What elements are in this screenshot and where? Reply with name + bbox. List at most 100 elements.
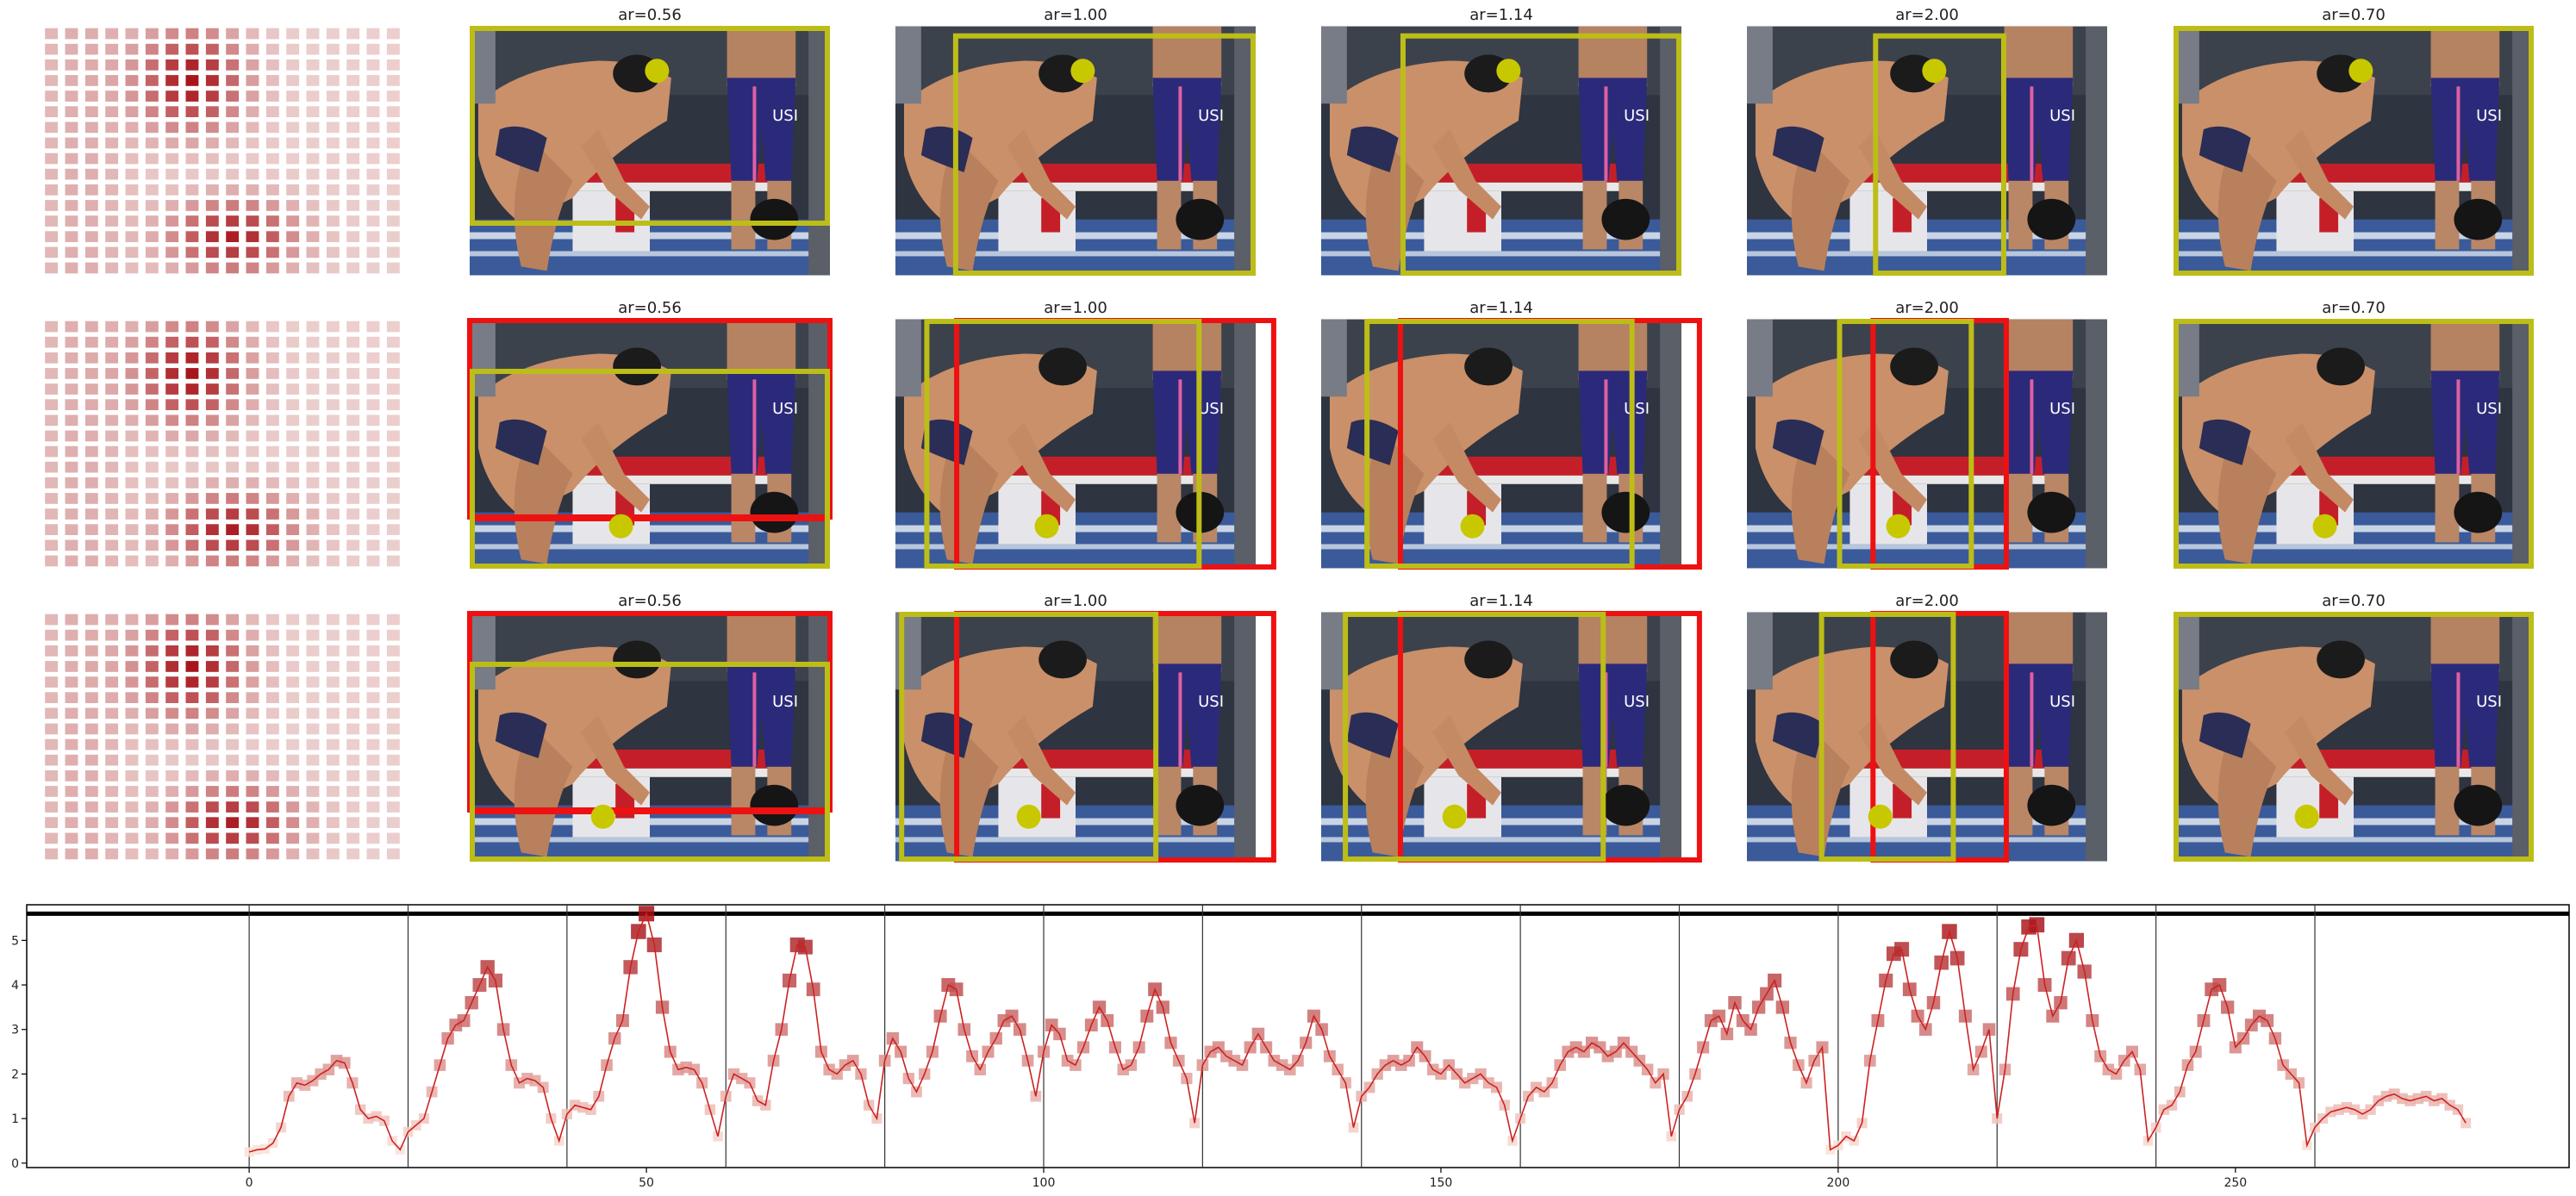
heatmap-cell bbox=[185, 832, 199, 844]
heatmap-cell bbox=[65, 786, 78, 797]
heatmap-cell bbox=[326, 555, 340, 567]
heatmap-cell bbox=[185, 738, 199, 751]
keypoint-dot bbox=[1886, 514, 1911, 539]
heatmap-cell bbox=[65, 321, 78, 333]
heatmap-cell bbox=[65, 430, 78, 442]
heatmap-cell bbox=[346, 352, 360, 364]
heatmap bbox=[45, 321, 400, 567]
heatmap-cell bbox=[185, 231, 199, 242]
heatmap-cell bbox=[65, 801, 78, 813]
heatmap-cell bbox=[105, 59, 119, 71]
heatmap-cell bbox=[65, 90, 78, 102]
heatmap-cell bbox=[346, 75, 360, 86]
heatmap-cell bbox=[265, 414, 279, 427]
heatmap-cell bbox=[366, 770, 380, 782]
heatmap-cell bbox=[286, 321, 300, 333]
photo-panel: ar=1.00 USI bbox=[895, 6, 1256, 276]
heatmap-cell bbox=[286, 508, 300, 520]
heatmap-cell bbox=[346, 121, 360, 134]
heatmap-cell bbox=[265, 28, 279, 40]
heatmap-cell bbox=[286, 28, 300, 40]
heatmap-cell bbox=[306, 121, 320, 134]
heatmap-cell bbox=[205, 137, 219, 149]
heatmap-cell bbox=[105, 90, 119, 102]
heatmap-cell bbox=[306, 430, 320, 442]
heatmap bbox=[45, 614, 400, 860]
heatmap-cell bbox=[145, 461, 159, 473]
heatmap-cell bbox=[246, 738, 259, 751]
heatmap-cell bbox=[265, 137, 279, 149]
heatmap-cell bbox=[105, 770, 119, 782]
heatmap-cell bbox=[165, 770, 179, 782]
heatmap-cell bbox=[366, 246, 380, 259]
heatmap-cell bbox=[125, 770, 139, 782]
heatmap-cell bbox=[105, 723, 119, 735]
heatmap-cell bbox=[386, 262, 400, 274]
keypoint-dot bbox=[1460, 514, 1485, 539]
heatmap-cell bbox=[45, 106, 59, 117]
heatmap-cell bbox=[105, 832, 119, 844]
heatmap-cell bbox=[286, 477, 300, 489]
heatmap-cell bbox=[84, 707, 98, 719]
heatmap-cell bbox=[105, 368, 119, 379]
heatmap-cell bbox=[145, 262, 159, 274]
heatmap-cell bbox=[65, 262, 78, 274]
heatmap-cell bbox=[205, 555, 219, 567]
heatmap-cell bbox=[226, 629, 240, 641]
heatmap-cell bbox=[226, 200, 240, 211]
heatmap-cell bbox=[45, 461, 59, 473]
yellow-box bbox=[899, 612, 1159, 862]
heatmap-cell bbox=[386, 246, 400, 259]
heatmap-cell bbox=[346, 231, 360, 242]
heatmap-cell bbox=[326, 848, 340, 860]
heatmap-cell bbox=[265, 801, 279, 813]
heatmap-cell bbox=[366, 430, 380, 442]
heatmap-cell bbox=[165, 352, 179, 364]
heatmap-cell bbox=[366, 445, 380, 458]
heatmap-cell bbox=[84, 445, 98, 458]
heatmap-cell bbox=[286, 59, 300, 71]
heatmap-cell bbox=[105, 786, 119, 797]
heatmap-cell bbox=[105, 28, 119, 40]
heatmap-cell bbox=[286, 445, 300, 458]
heatmap-cell bbox=[246, 832, 259, 844]
heatmap-cell bbox=[145, 786, 159, 797]
heatmap-cell bbox=[326, 801, 340, 813]
heatmap-cell bbox=[165, 786, 179, 797]
heatmap-cell bbox=[125, 90, 139, 102]
heatmap-cell bbox=[65, 817, 78, 828]
heatmap-cell bbox=[185, 121, 199, 134]
heatmap-cell bbox=[346, 738, 360, 751]
heatmap-cell bbox=[185, 692, 199, 703]
heatmap-cell bbox=[326, 477, 340, 489]
heatmap-cell bbox=[306, 738, 320, 751]
heatmap-cell bbox=[145, 352, 159, 364]
heatmap-cell bbox=[366, 106, 380, 117]
heatmap-cell bbox=[105, 383, 119, 395]
heatmap-cell bbox=[306, 184, 320, 196]
keypoint-dot bbox=[2348, 59, 2373, 84]
heatmap-cell bbox=[84, 848, 98, 860]
photo-panel: ar=1.14 USI bbox=[1321, 6, 1681, 276]
heatmap-cell bbox=[366, 493, 380, 504]
heatmap-cell bbox=[205, 43, 219, 55]
heatmap-cell bbox=[84, 524, 98, 535]
heatmap-cell bbox=[366, 832, 380, 844]
heatmap-cell bbox=[65, 246, 78, 259]
heatmap-cell bbox=[165, 137, 179, 149]
heatmap-cell bbox=[84, 817, 98, 828]
heatmap-cell bbox=[105, 137, 119, 149]
heatmap-cell bbox=[84, 661, 98, 672]
heatmap-cell bbox=[84, 153, 98, 165]
heatmap-cell bbox=[185, 629, 199, 641]
heatmap-cell bbox=[246, 770, 259, 782]
heatmap-cell bbox=[125, 614, 139, 626]
y-tick-label: 5 bbox=[11, 934, 19, 948]
heatmap-cell bbox=[346, 461, 360, 473]
heatmap-cell bbox=[125, 28, 139, 40]
heatmap-cell bbox=[226, 832, 240, 844]
heatmap-cell bbox=[185, 90, 199, 102]
heatmap-cell bbox=[386, 770, 400, 782]
photo-overlay-text: USI bbox=[2476, 693, 2502, 711]
photo-overlay-text: USI bbox=[2049, 107, 2075, 125]
